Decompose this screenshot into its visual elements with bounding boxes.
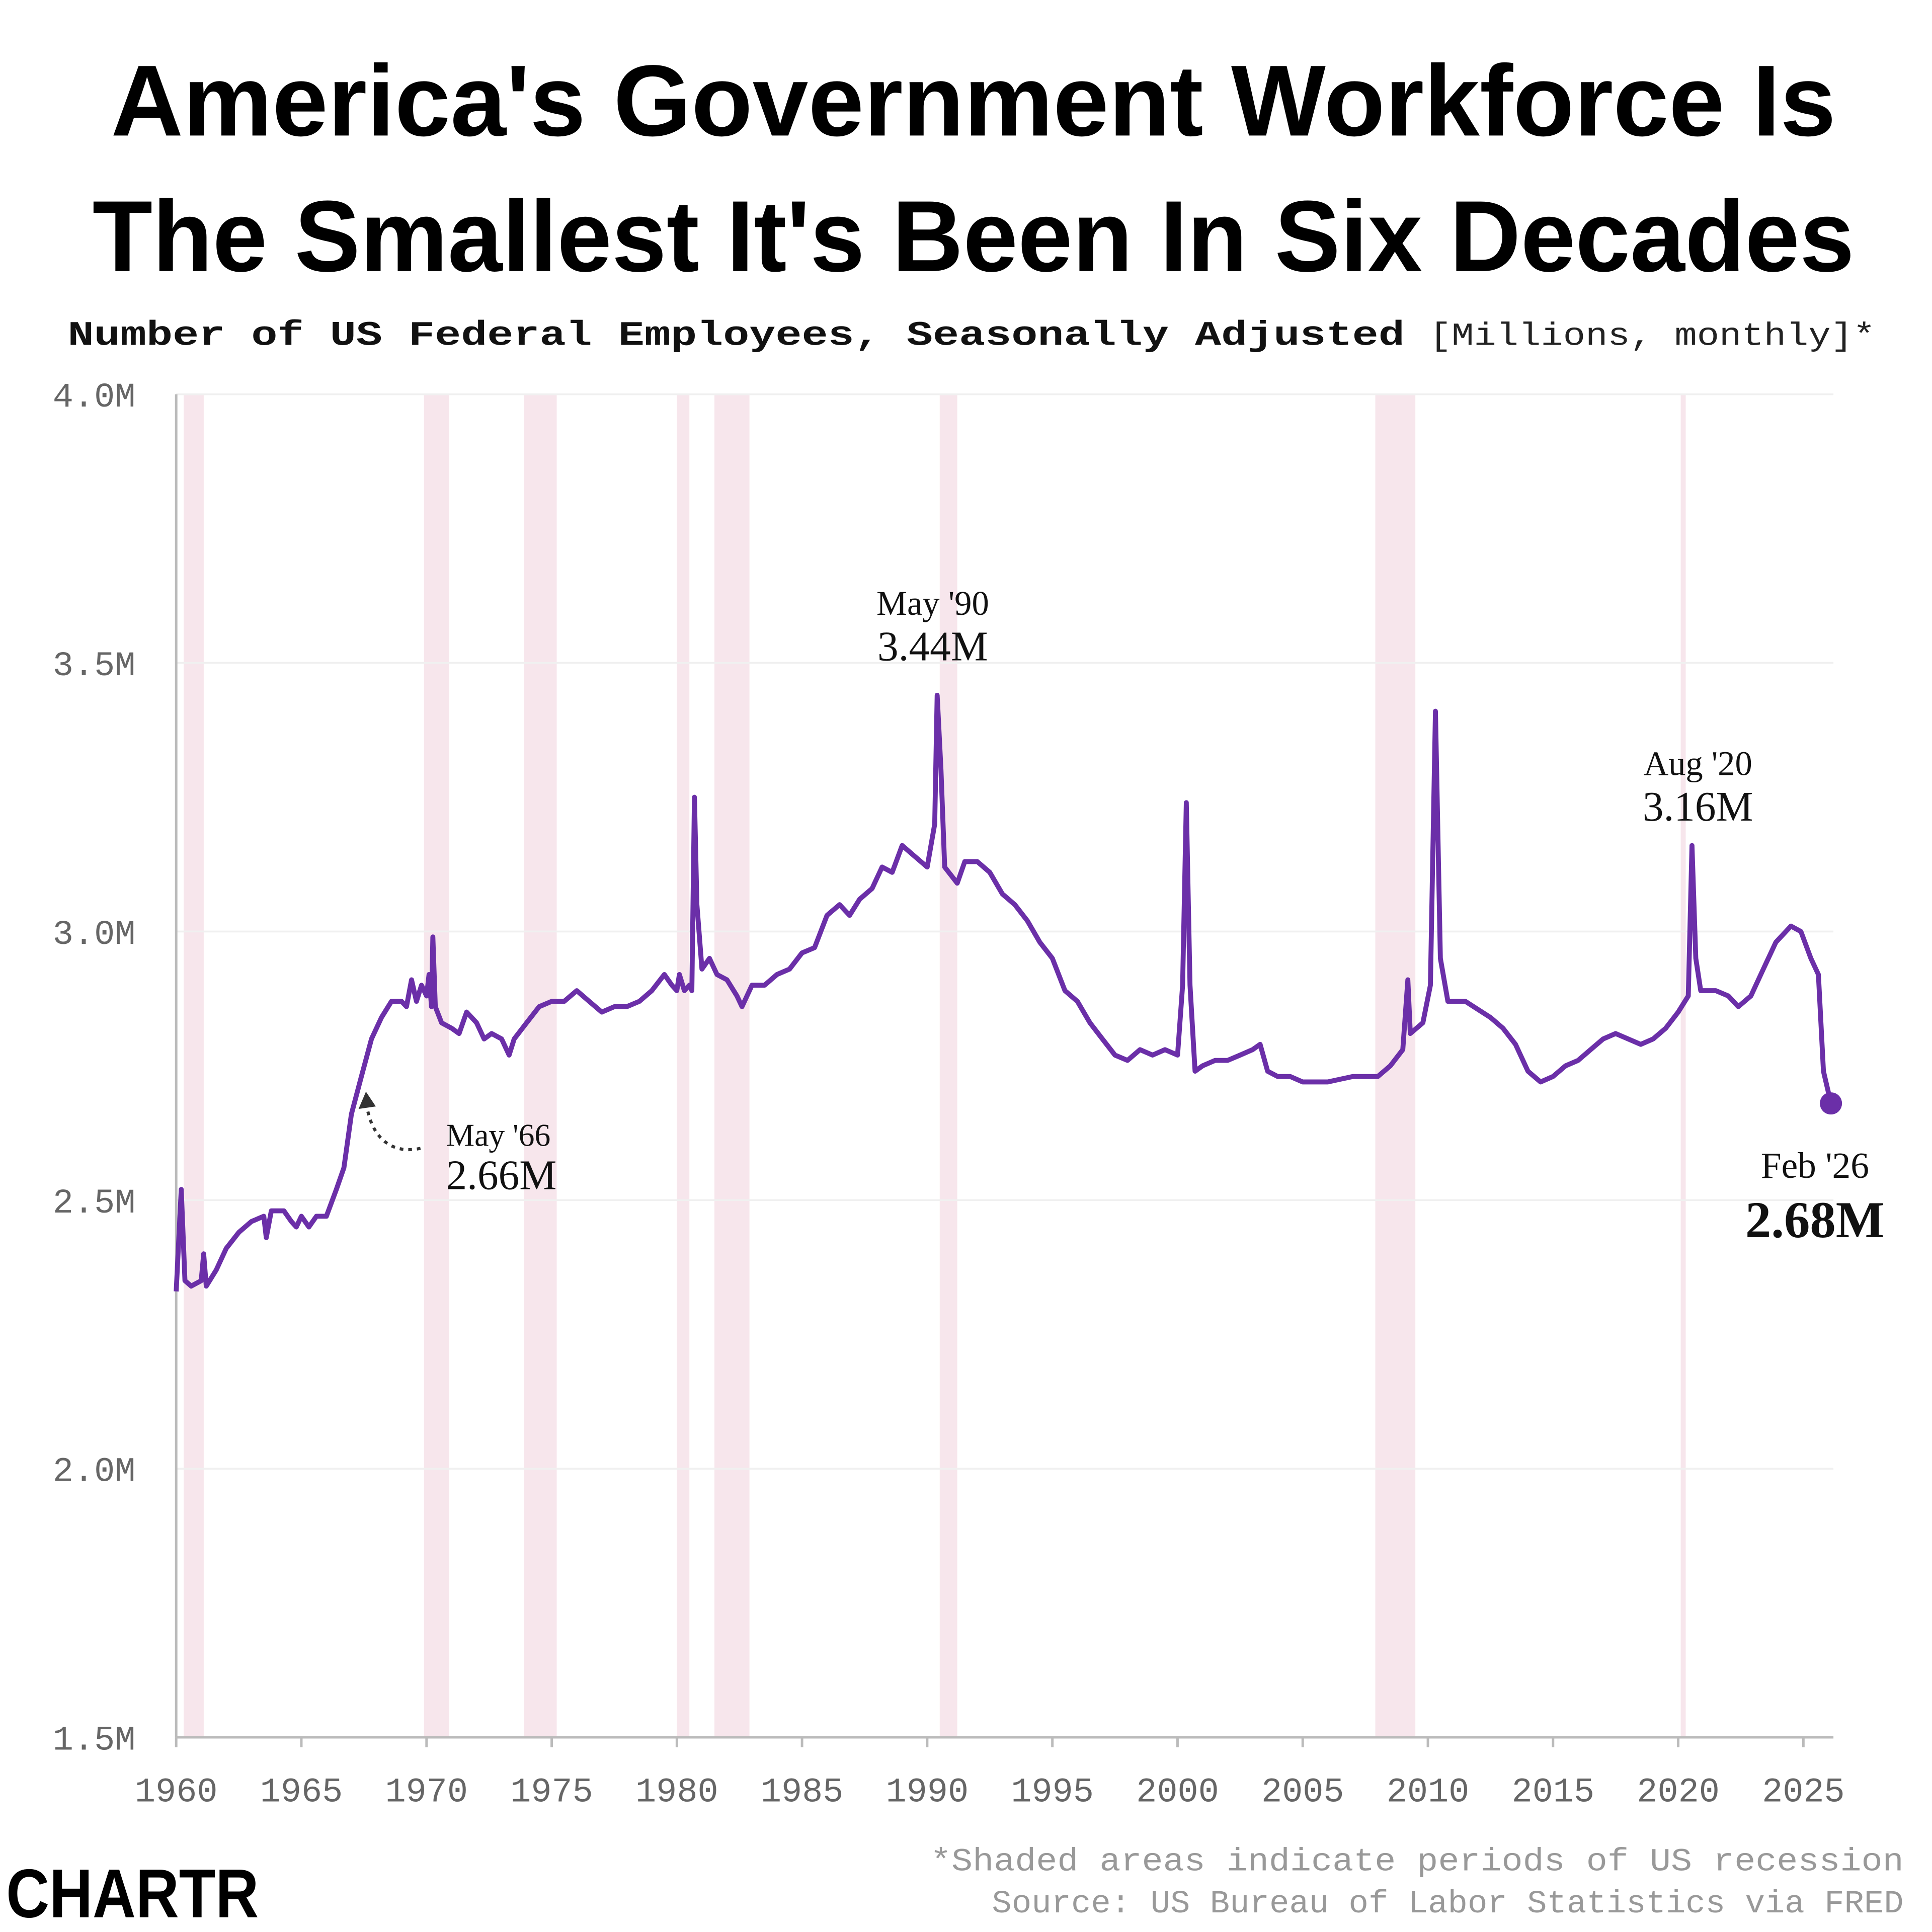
annotation-value: 3.16M bbox=[1643, 784, 1753, 830]
recession-band bbox=[184, 394, 204, 1738]
annotation-value: 2.66M bbox=[446, 1152, 557, 1198]
footnote: *Shaded areas indicate periods of US rec… bbox=[930, 1844, 1904, 1881]
x-tick-label: 1990 bbox=[886, 1773, 969, 1812]
recession-band bbox=[939, 394, 957, 1738]
end-point bbox=[1820, 1092, 1842, 1115]
units-note: [Millions, monthly]* bbox=[1429, 319, 1876, 355]
annotation-value: 2.68M bbox=[1745, 1191, 1885, 1249]
x-tick-label: 1980 bbox=[635, 1773, 718, 1812]
recession-band bbox=[714, 394, 750, 1738]
x-tick-label: 2010 bbox=[1387, 1773, 1470, 1812]
brand-logo: CHARTR bbox=[6, 1856, 259, 1932]
data-line bbox=[174, 692, 1833, 1292]
y-tick-label: 3.5M bbox=[53, 647, 136, 686]
annotation-date: May '66 bbox=[446, 1117, 551, 1153]
chart-subtitle: Number of US Federal Employees, Seasonal… bbox=[68, 316, 1405, 356]
x-tick-label: 2005 bbox=[1261, 1773, 1344, 1812]
recession-band bbox=[524, 394, 557, 1738]
x-tick-label: 2020 bbox=[1637, 1773, 1720, 1812]
annotation-date: Feb '26 bbox=[1761, 1145, 1869, 1186]
y-tick-label: 4.0M bbox=[53, 378, 136, 417]
annotation-date: Aug '20 bbox=[1644, 744, 1752, 782]
annotation-value: 3.44M bbox=[877, 624, 988, 670]
x-tick-label: 2015 bbox=[1512, 1773, 1595, 1812]
annotation-arrowhead bbox=[358, 1091, 376, 1109]
chart-title: The Smallest It's Been In Six Decades bbox=[93, 180, 1855, 293]
y-tick-label: 2.0M bbox=[53, 1453, 136, 1492]
x-tick-label: 1975 bbox=[510, 1773, 593, 1812]
y-tick-label: 2.5M bbox=[53, 1184, 136, 1223]
x-tick-label: 1995 bbox=[1011, 1773, 1094, 1812]
x-tick-label: 1985 bbox=[761, 1773, 844, 1812]
recession-band bbox=[677, 394, 690, 1738]
source: Source: US Bureau of Labor Statistics vi… bbox=[992, 1886, 1903, 1922]
x-tick-label: 2000 bbox=[1136, 1773, 1219, 1812]
x-tick-label: 1960 bbox=[135, 1773, 218, 1812]
recession-band bbox=[1680, 394, 1686, 1738]
x-tick-label: 2025 bbox=[1762, 1773, 1845, 1812]
y-tick-label: 3.0M bbox=[53, 915, 136, 954]
recession-band bbox=[1375, 394, 1416, 1738]
x-tick-label: 1970 bbox=[385, 1773, 468, 1812]
chart-title: America's Government Workforce Is bbox=[111, 44, 1836, 157]
y-tick-label: 1.5M bbox=[53, 1721, 136, 1760]
x-tick-label: 1965 bbox=[260, 1773, 343, 1812]
recession-band bbox=[424, 394, 449, 1738]
annotation-arrow bbox=[364, 1099, 430, 1152]
annotation-date: May '90 bbox=[876, 584, 989, 622]
